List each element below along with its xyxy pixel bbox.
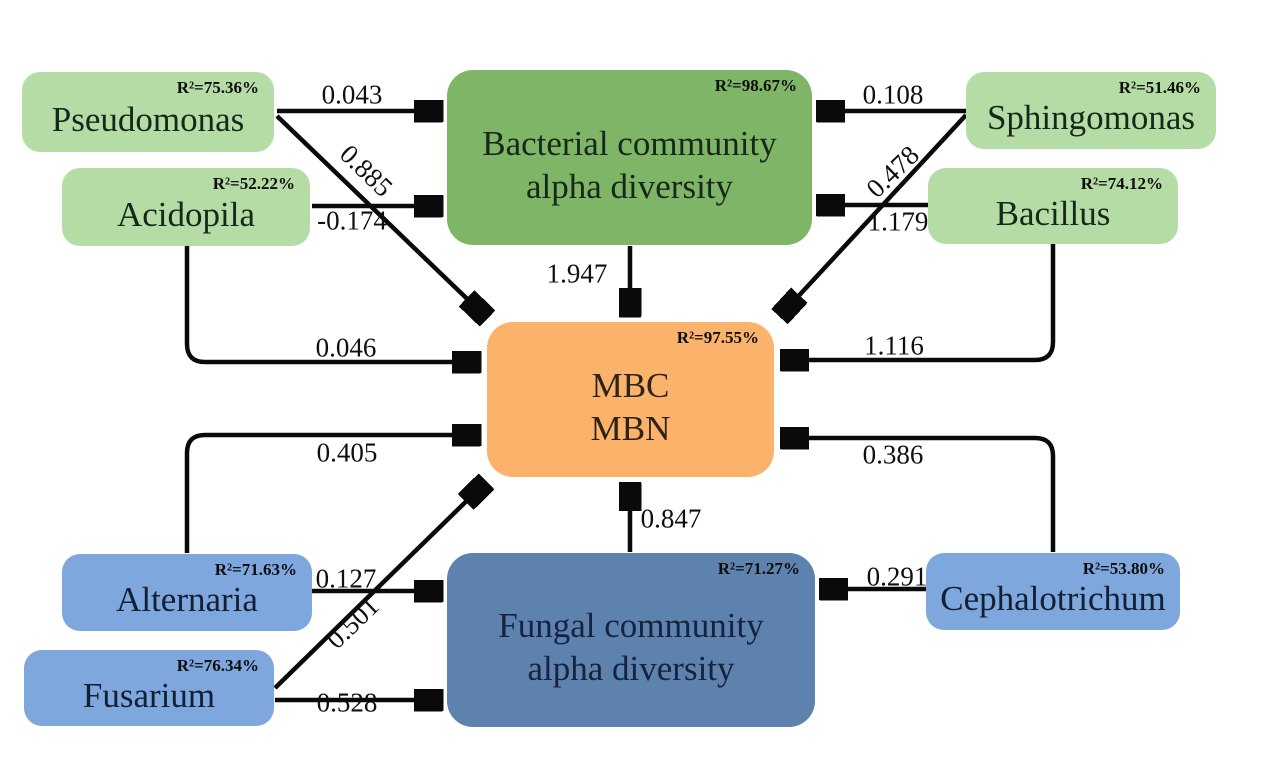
node-label-line1: MBC bbox=[591, 365, 670, 405]
r2-badge: R²=98.67% bbox=[714, 76, 797, 95]
arrow-sphingomonas-to-mbc bbox=[781, 113, 968, 315]
node-label: Fungal community alpha diversity bbox=[447, 553, 815, 727]
r2-badge: R²=52.22% bbox=[212, 174, 295, 193]
edge-label-bacillus-to-bacterial: 1.179 bbox=[867, 206, 929, 237]
edge-label-fungal-to-mbc: 0.847 bbox=[640, 503, 702, 534]
node-label: Alternaria bbox=[116, 580, 258, 620]
r2-badge: R²=75.36% bbox=[176, 78, 259, 97]
edge-label-bacillus-to-mbc: 1.116 bbox=[864, 330, 924, 361]
arrow-pseudomonas-to-mbc bbox=[275, 114, 486, 317]
r2-badge: R²=97.55% bbox=[676, 328, 759, 347]
node-alternaria: R²=71.63% Alternaria bbox=[62, 554, 312, 631]
node-label: Acidopila bbox=[116, 194, 256, 234]
node-sphingomonas: R²=51.46% Sphingomonas bbox=[966, 72, 1216, 149]
edge-label-bacterial-to-mbc: 1.947 bbox=[546, 258, 608, 289]
arrow-cephalotrichum-to-mbc bbox=[782, 438, 1056, 552]
node-acidopila: R²=52.22% Acidopila bbox=[62, 168, 310, 246]
node-label: Sphingomonas bbox=[986, 98, 1196, 138]
arrow-alternaria-to-mbc bbox=[184, 435, 479, 553]
node-label: Cephalotrichum bbox=[940, 579, 1166, 619]
node-label-line1: Bacterial community bbox=[482, 123, 777, 163]
edge-label-sphingomonas-to-bacterial: 0.108 bbox=[862, 79, 924, 110]
node-label: Bacillus bbox=[995, 193, 1111, 233]
node-bacillus: R²=74.12% Bacillus bbox=[928, 168, 1178, 244]
node-fusarium: R²=76.34% Fusarium bbox=[24, 650, 274, 726]
node-label: Pseudomonas bbox=[51, 99, 245, 139]
r2-badge: R²=76.34% bbox=[176, 656, 259, 675]
node-label: Bacterial community alpha diversity bbox=[447, 70, 812, 245]
arrow-fusarium-to-mbc bbox=[273, 483, 485, 690]
r2-badge: R²=71.27% bbox=[717, 559, 800, 578]
r2-badge: R²=74.12% bbox=[1080, 174, 1163, 193]
node-label-line2: alpha diversity bbox=[527, 649, 735, 688]
node-fungal-diversity: R²=71.27% Fungal community alpha diversi… bbox=[447, 553, 815, 727]
r2-badge: R²=51.46% bbox=[1118, 78, 1201, 97]
r2-badge: R²=53.80% bbox=[1082, 559, 1165, 578]
edge-label-cephalotrichum-to-mbc: 0.386 bbox=[862, 439, 924, 470]
edge-label-pseudomonas-to-bacterial: 0.043 bbox=[321, 79, 383, 110]
node-label: MBC MBN bbox=[487, 322, 774, 477]
node-bacterial-diversity: R²=98.67% Bacterial community alpha dive… bbox=[447, 70, 812, 245]
edge-label-cephalotrichum-to-fungal: 0.291 bbox=[866, 561, 928, 592]
edge-label-fusarium-to-fungal: 0.528 bbox=[316, 687, 378, 718]
node-label: Fusarium bbox=[82, 675, 216, 715]
node-label-line2: MBN bbox=[590, 408, 671, 448]
edge-label-acidopila-to-bacterial: -0.174 bbox=[317, 205, 387, 236]
arrow-acidopila-to-mbc bbox=[184, 246, 479, 362]
node-cephalotrichum: R²=53.80% Cephalotrichum bbox=[926, 553, 1180, 630]
node-mbc-mbn: R²=97.55% MBC MBN bbox=[487, 322, 774, 477]
node-label-line1: Fungal community bbox=[498, 606, 764, 646]
edge-label-alternaria-to-mbc: 0.405 bbox=[316, 437, 378, 468]
edge-label-acidopila-to-mbc: 0.046 bbox=[315, 332, 377, 363]
arrow-bacillus-to-mbc bbox=[782, 244, 1056, 360]
node-label-line2: alpha diversity bbox=[525, 166, 734, 206]
edge-label-alternaria-to-fungal: 0.127 bbox=[315, 563, 377, 594]
node-pseudomonas: R²=75.36% Pseudomonas bbox=[22, 72, 274, 152]
r2-badge: R²=71.63% bbox=[214, 560, 297, 579]
